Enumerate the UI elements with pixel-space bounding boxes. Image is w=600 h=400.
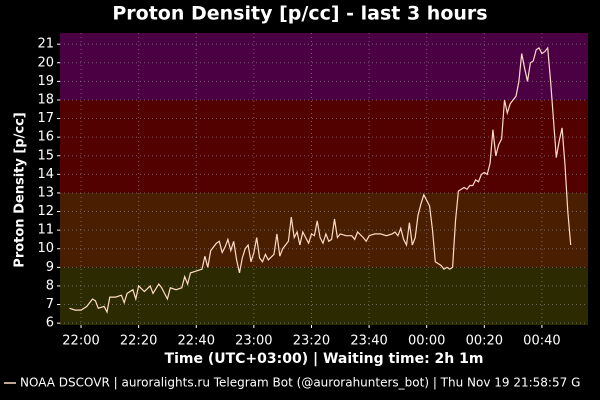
x-tick-label: 22:40 xyxy=(178,334,215,349)
y-tick-label: 21 xyxy=(37,37,54,52)
chart-title: Proton Density [p/cc] - last 3 hours xyxy=(112,3,487,25)
y-tick-label: 11 xyxy=(37,223,54,238)
y-tick-label: 7 xyxy=(46,297,54,312)
x-tick-label: 23:20 xyxy=(293,334,330,349)
x-tick-label: 23:40 xyxy=(350,334,387,349)
band xyxy=(60,99,588,193)
x-axis-title: Time (UTC+03:00) | Waiting time: 2h 1m xyxy=(165,351,484,367)
y-tick-label: 8 xyxy=(46,278,54,293)
y-tick-label: 20 xyxy=(37,55,54,70)
band xyxy=(60,33,588,100)
y-tick-label: 10 xyxy=(37,241,54,256)
y-tick-label: 6 xyxy=(46,316,54,331)
y-tick-label: 9 xyxy=(46,260,54,275)
y-tick-label: 15 xyxy=(37,148,54,163)
x-tick-label: 23:00 xyxy=(235,334,272,349)
x-tick-label: 22:00 xyxy=(62,334,99,349)
y-tick-label: 17 xyxy=(37,111,54,126)
x-tick-label: 00:40 xyxy=(523,334,560,349)
x-tick-label: 00:20 xyxy=(466,334,503,349)
x-tick-label: 22:20 xyxy=(120,334,157,349)
band xyxy=(60,192,588,268)
y-tick-label: 14 xyxy=(37,167,54,182)
footer: NOAA DSCOVR | auroralights.ru Telegram B… xyxy=(20,376,580,390)
y-tick-label: 13 xyxy=(37,185,54,200)
y-axis-title: Proton Density [p/cc] xyxy=(13,112,28,267)
x-tick-label: 00:00 xyxy=(408,334,445,349)
y-tick-label: 12 xyxy=(37,204,54,219)
band xyxy=(60,267,588,325)
y-tick-label: 16 xyxy=(37,130,54,145)
y-tick-label: 19 xyxy=(37,74,54,89)
data-line xyxy=(69,46,572,314)
y-tick-label: 18 xyxy=(37,92,54,107)
